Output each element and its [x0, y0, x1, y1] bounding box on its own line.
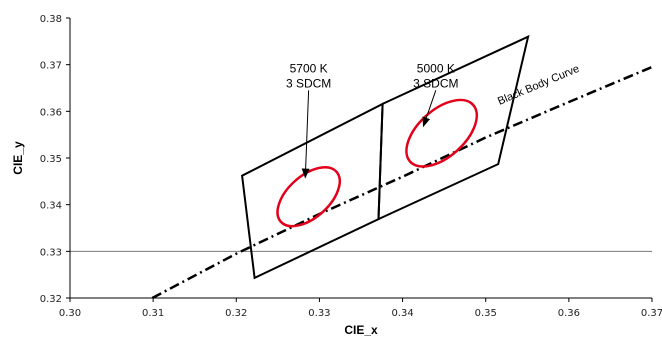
y-tick-label: 0.33 [40, 247, 62, 258]
x-tick-label: 0.33 [308, 308, 330, 319]
y-tick-label: 0.32 [40, 294, 62, 305]
y-tick-label: 0.37 [40, 61, 62, 72]
y-axis-title: CIE_y [11, 141, 25, 175]
y-tick-label: 0.35 [40, 154, 62, 165]
arrow-1 [301, 90, 310, 179]
x-tick-label: 0.35 [475, 308, 497, 319]
annotation-1-line2: 3 SDCM [286, 76, 331, 90]
x-tick-label: 0.30 [59, 308, 81, 319]
x-axis-title: CIE_x [344, 323, 378, 337]
annotation-2-line2: 3 SDCM [413, 76, 458, 90]
y-tick-label: 0.34 [40, 201, 62, 212]
annotation-1-line1: 5700 K [290, 61, 328, 75]
y-tick-label: 0.36 [40, 107, 62, 118]
y-tick-label: 0.38 [40, 14, 62, 25]
ellipse-2 [405, 98, 479, 168]
arrow-2 [422, 90, 437, 128]
black-body-curve [151, 65, 653, 300]
x-tick-label: 0.37 [641, 308, 662, 319]
x-tick-label: 0.32 [225, 308, 247, 319]
x-tick-label: 0.34 [391, 308, 413, 319]
x-tick-label: 0.36 [558, 308, 580, 319]
annotation-2-line1: 5000 K [417, 61, 455, 75]
quadrangle-2 [377, 34, 530, 221]
x-tick-label: 0.31 [142, 308, 164, 319]
ellipse-1 [276, 166, 341, 228]
